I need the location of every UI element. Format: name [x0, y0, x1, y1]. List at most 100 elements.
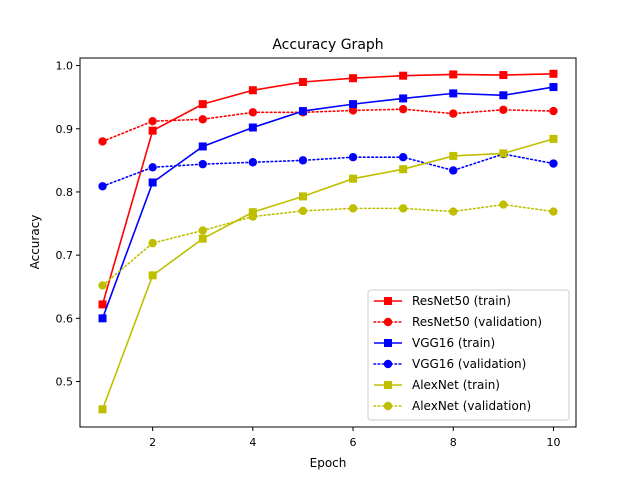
legend-label: ResNet50 (train) — [412, 294, 511, 308]
data-point — [449, 151, 458, 160]
data-point — [349, 74, 358, 83]
legend-marker — [383, 317, 393, 327]
data-point — [348, 204, 358, 213]
x-axis-label: Epoch — [310, 456, 347, 470]
series-2 — [98, 83, 558, 323]
data-point — [449, 89, 458, 98]
data-point — [248, 123, 257, 132]
data-point — [549, 83, 558, 92]
legend-label: VGG16 (train) — [412, 336, 495, 350]
series-line — [101, 138, 554, 410]
legend-label: AlexNet (train) — [412, 378, 500, 392]
data-point — [148, 178, 157, 187]
data-point — [98, 182, 107, 191]
data-point — [349, 174, 358, 183]
legend-item: ResNet50 (train) — [374, 294, 511, 308]
y-tick-label: 0.6 — [56, 312, 74, 325]
data-point — [499, 91, 508, 100]
legend-marker — [383, 359, 393, 369]
data-point — [198, 159, 207, 169]
data-point — [499, 105, 508, 115]
data-point — [148, 163, 157, 172]
y-axis-ticks: 0.5 0.6 0.7 0.8 0.9 1.0 — [56, 60, 80, 389]
plot-area — [79, 57, 577, 428]
data-point — [549, 159, 558, 168]
legend-marker — [384, 297, 392, 305]
y-tick-label: 0.8 — [56, 186, 74, 199]
legend: ResNet50 (train) ResNet50 (validation) VGG… — [367, 289, 570, 421]
plot-frame — [79, 57, 577, 428]
series-1 — [98, 104, 558, 146]
data-point — [98, 405, 107, 414]
data-point — [198, 234, 207, 243]
data-point — [198, 100, 207, 109]
legend-item: VGG16 (validation) — [373, 357, 526, 371]
data-point — [298, 107, 307, 116]
x-tick-label: 2 — [149, 436, 156, 449]
data-point — [298, 156, 308, 165]
data-point — [399, 94, 408, 103]
y-axis-label: Accuracy — [28, 215, 42, 270]
data-point — [98, 314, 107, 323]
data-point — [348, 153, 358, 162]
data-point — [298, 78, 307, 87]
data-point — [449, 109, 458, 118]
data-point — [98, 137, 107, 146]
data-point — [98, 300, 107, 309]
data-point — [398, 153, 408, 162]
data-point — [198, 115, 207, 124]
y-tick-label: 1.0 — [56, 60, 74, 73]
data-point — [248, 212, 258, 221]
legend-item: VGG16 (train) — [374, 336, 495, 350]
x-tick-label: 6 — [350, 436, 357, 449]
data-point — [148, 238, 157, 248]
legend-marker — [384, 339, 392, 347]
legend-marker — [383, 401, 393, 411]
data-point — [499, 149, 508, 158]
series-4 — [98, 134, 558, 414]
data-point — [198, 226, 207, 235]
data-point — [399, 71, 408, 80]
data-point — [248, 158, 258, 167]
series-line — [101, 108, 555, 143]
series-line — [101, 203, 555, 287]
data-point — [148, 271, 157, 280]
legend-label: AlexNet (validation) — [412, 399, 531, 413]
data-point — [148, 116, 157, 126]
data-point — [248, 208, 257, 217]
data-point — [398, 104, 408, 114]
series-line — [101, 86, 554, 319]
chart-title: Accuracy Graph — [272, 37, 383, 53]
data-point — [248, 108, 258, 117]
data-point — [499, 71, 508, 80]
data-point — [349, 100, 358, 109]
x-tick-label: 10 — [546, 436, 560, 449]
data-point — [348, 106, 358, 115]
data-point — [198, 142, 207, 151]
data-point — [298, 206, 308, 216]
data-point — [549, 134, 558, 143]
data-point — [148, 126, 157, 135]
data-point — [398, 204, 408, 213]
data-point — [549, 207, 558, 216]
data-point — [449, 166, 458, 175]
data-point — [98, 281, 107, 290]
legend-label: VGG16 (validation) — [412, 357, 526, 371]
y-tick-label: 0.5 — [56, 376, 74, 389]
series-line — [101, 153, 555, 188]
x-tick-label: 8 — [450, 436, 457, 449]
legend-item: AlexNet (train) — [374, 378, 500, 392]
data-point — [549, 69, 558, 78]
legend-label: ResNet50 (validation) — [412, 315, 542, 329]
series-0 — [98, 69, 558, 309]
x-axis-ticks: 2 4 6 8 10 — [149, 427, 560, 449]
series-line — [101, 72, 554, 305]
y-tick-label: 0.7 — [56, 249, 74, 262]
series-3 — [98, 149, 558, 191]
legend-marker — [384, 381, 392, 389]
data-point — [399, 165, 408, 174]
y-tick-label: 0.9 — [56, 123, 74, 136]
data-point — [449, 207, 458, 216]
series-layer — [98, 69, 558, 414]
